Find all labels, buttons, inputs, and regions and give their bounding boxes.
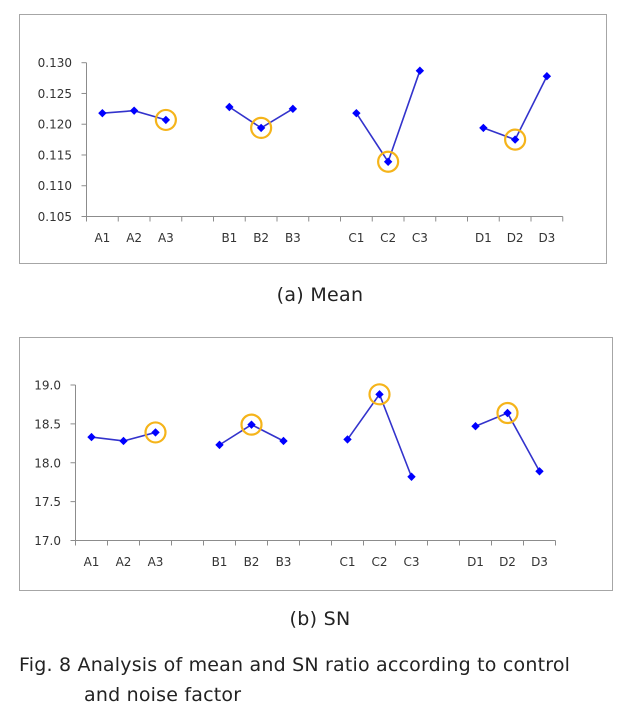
x-tick-label-a3: A3 <box>158 231 174 245</box>
data-point-b1 <box>215 440 224 450</box>
series-d <box>471 401 544 476</box>
data-point-c2 <box>375 390 384 399</box>
data-point-a2 <box>119 436 128 446</box>
y-tick-label: 0.105 <box>38 210 72 224</box>
y-tick-label: 18.5 <box>34 417 61 431</box>
data-point-a3 <box>161 115 171 125</box>
data-point-a1 <box>87 432 96 442</box>
x-tick-label-d2: D2 <box>499 555 516 569</box>
x-tick-label-b3: B3 <box>276 555 292 569</box>
data-point-c2 <box>383 157 393 166</box>
y-tick-label: 17.5 <box>34 495 61 509</box>
x-tick-label-c2: C2 <box>371 555 387 569</box>
data-point-d2 <box>510 135 520 144</box>
data-point-b2 <box>247 420 256 429</box>
y-tick-label: 0.120 <box>38 118 72 132</box>
chart-mean-frame <box>19 14 607 264</box>
x-tick-label-d3: D3 <box>538 231 555 245</box>
y-tick-label: 19.0 <box>34 379 61 393</box>
optimal-level-highlight-c2 <box>377 150 400 173</box>
series-b <box>215 413 288 450</box>
data-point-d3 <box>535 467 544 476</box>
x-tick-label-c2: C2 <box>380 231 396 245</box>
series-c <box>343 383 416 481</box>
x-tick-label-b1: B1 <box>212 555 228 569</box>
y-tick-label: 18.0 <box>34 456 61 470</box>
optimal-level-highlight-b2 <box>240 413 263 436</box>
x-tick-label-a2: A2 <box>116 555 132 569</box>
x-tick-label-a2: A2 <box>126 231 142 245</box>
x-tick-label-b2: B2 <box>244 555 260 569</box>
x-tick-label-b1: B1 <box>221 231 237 245</box>
x-tick-label-a3: A3 <box>148 555 164 569</box>
x-tick-label-a1: A1 <box>94 231 110 245</box>
chart-sn-caption: (b) SN <box>289 608 351 630</box>
series-d <box>479 72 552 151</box>
y-tick-label: 0.115 <box>38 148 72 162</box>
data-point-b3 <box>288 104 298 114</box>
data-point-a2 <box>129 106 139 115</box>
data-point-a3 <box>151 428 160 437</box>
optimal-level-highlight-d2 <box>504 128 527 151</box>
x-tick-label-d2: D2 <box>507 231 524 245</box>
figure-caption-line2: and noise factor <box>84 684 242 706</box>
x-tick-label-c1: C1 <box>348 231 364 245</box>
x-tick-label-d3: D3 <box>531 555 548 569</box>
x-tick-label-d1: D1 <box>467 555 484 569</box>
x-tick-label-c3: C3 <box>412 231 428 245</box>
x-tick-label-d1: D1 <box>475 231 492 245</box>
series-line-c <box>346 392 413 478</box>
optimal-level-highlight-b2 <box>250 116 273 140</box>
y-tick-label: 0.130 <box>38 56 72 70</box>
data-point-d2 <box>503 408 512 418</box>
x-tick-label-a1: A1 <box>84 555 100 569</box>
series-line-d <box>475 411 541 472</box>
y-tick-label: 0.125 <box>38 87 72 101</box>
y-tick-label: 17.0 <box>34 534 61 548</box>
data-point-b1 <box>225 102 234 112</box>
y-tick-label: 0.110 <box>38 179 72 193</box>
data-point-d1 <box>471 422 480 431</box>
figure-caption-line1: Fig. 8 Analysis of mean and SN ratio acc… <box>19 654 571 676</box>
optimal-level-highlight-d2 <box>496 401 519 425</box>
data-point-c1 <box>352 108 361 118</box>
x-tick-label-c3: C3 <box>403 555 419 569</box>
series-c <box>352 66 425 173</box>
x-tick-label-c1: C1 <box>339 555 355 569</box>
optimal-level-highlight-a3 <box>144 421 167 444</box>
series-a <box>98 106 177 132</box>
data-point-a1 <box>98 108 107 118</box>
series-a <box>87 421 167 446</box>
chart-mean-caption: (a) Mean <box>276 284 364 306</box>
series-b <box>225 102 298 140</box>
optimal-level-highlight-a3 <box>154 108 177 132</box>
x-tick-label-b2: B2 <box>253 231 269 245</box>
data-point-c3 <box>407 472 416 481</box>
data-point-b2 <box>256 123 266 133</box>
data-point-d3 <box>542 72 552 81</box>
data-point-d1 <box>479 123 488 133</box>
optimal-level-highlight-c2 <box>368 383 391 406</box>
x-tick-label-b3: B3 <box>285 231 301 245</box>
data-point-b3 <box>279 436 288 446</box>
data-point-c3 <box>415 66 425 75</box>
data-point-c1 <box>343 435 352 444</box>
chart-sn-frame <box>19 337 613 591</box>
